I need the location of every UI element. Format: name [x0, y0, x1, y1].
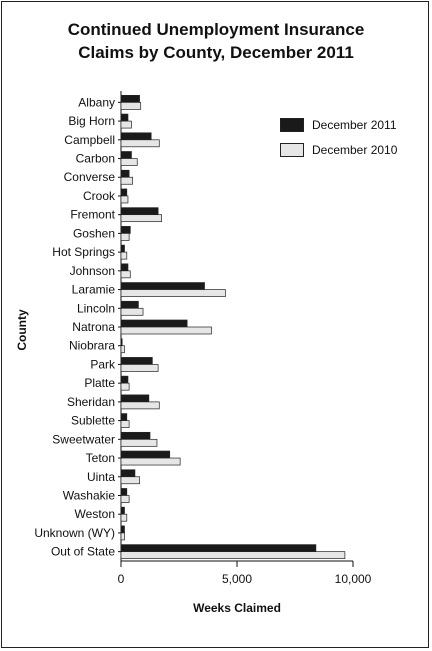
category-label-platte: Platte [84, 376, 115, 390]
bar-converse-december-2011 [120, 169, 130, 178]
bar-sublette-december-2011 [120, 413, 128, 421]
chart-title-line-2: Claims by County, December 2011 [78, 43, 354, 62]
legend-item-december-2011: December 2011 [280, 117, 397, 133]
category-label-out-of-state: Out of State [51, 545, 115, 559]
bar-lincoln-december-2010 [120, 307, 144, 316]
bar-crook-december-2011 [120, 188, 128, 197]
bar-fremont-december-2010 [120, 214, 162, 223]
bar-platte-december-2011 [120, 375, 129, 384]
bar-weston-december-2011 [120, 506, 125, 515]
legend-swatch-december-2010 [280, 143, 304, 157]
bar-campbell-december-2010 [120, 139, 160, 148]
bar-hot-springs-december-2010 [120, 251, 128, 260]
category-label-unknown-wy: Unknown (WY) [34, 526, 115, 540]
bar-park-december-2011 [120, 357, 153, 365]
category-label-converse: Converse [64, 170, 116, 184]
bar-out-of-state-december-2010 [120, 551, 346, 559]
bar-sheridan-december-2011 [120, 394, 150, 403]
bar-natrona-december-2010 [120, 326, 212, 335]
bar-out-of-state-december-2011 [120, 544, 317, 552]
category-label-park: Park [90, 357, 116, 371]
bar-washakie-december-2011 [120, 488, 128, 496]
category-label-sublette: Sublette [71, 414, 115, 428]
bar-laramie-december-2010 [120, 289, 226, 297]
chart-title: Continued Unemployment Insurance Claims … [0, 18, 432, 64]
category-label-goshen: Goshen [73, 226, 115, 240]
bar-weston-december-2010 [120, 513, 128, 522]
bar-niobrara-december-2010 [120, 345, 125, 354]
bar-sweetwater-december-2011 [120, 431, 151, 440]
bar-albany-december-2011 [120, 95, 140, 103]
bar-johnson-december-2010 [120, 270, 131, 279]
category-label-sheridan: Sheridan [67, 395, 115, 409]
bar-teton-december-2011 [120, 450, 171, 459]
legend: December 2011 December 2010 [280, 117, 397, 167]
category-label-niobrara: Niobrara [69, 339, 115, 353]
bar-big-horn-december-2011 [120, 113, 129, 122]
category-label-sweetwater: Sweetwater [52, 432, 115, 446]
bar-washakie-december-2010 [120, 495, 130, 503]
bar-sheridan-december-2010 [120, 401, 160, 410]
category-label-uinta: Uinta [87, 470, 115, 484]
bar-carbon-december-2010 [120, 158, 138, 166]
category-label-fremont: Fremont [70, 208, 115, 222]
bar-campbell-december-2011 [120, 132, 152, 141]
bar-crook-december-2010 [120, 195, 129, 204]
bar-platte-december-2010 [120, 382, 130, 391]
category-label-johnson: Johnson [70, 264, 115, 278]
bar-sublette-december-2010 [120, 420, 130, 428]
bar-goshen-december-2010 [120, 233, 130, 241]
category-label-albany: Albany [78, 95, 115, 109]
legend-label-december-2011: December 2011 [312, 118, 397, 132]
category-label-teton: Teton [86, 451, 115, 465]
bar-unknown-wy-december-2010 [120, 532, 125, 541]
legend-label-december-2010: December 2010 [312, 143, 398, 157]
category-label-natrona: Natrona [72, 320, 115, 334]
chart-title-line-1: Continued Unemployment Insurance [67, 20, 365, 39]
bar-carbon-december-2011 [120, 151, 132, 159]
category-label-weston: Weston [75, 507, 115, 521]
legend-swatch-december-2011 [280, 118, 304, 132]
bar-sweetwater-december-2010 [120, 438, 158, 447]
bar-niobrara-december-2011 [120, 338, 123, 347]
bar-johnson-december-2011 [120, 263, 129, 272]
category-label-laramie: Laramie [72, 283, 116, 297]
category-label-crook: Crook [83, 189, 116, 203]
bar-park-december-2010 [120, 364, 159, 372]
bar-lincoln-december-2011 [120, 300, 139, 309]
bar-goshen-december-2011 [120, 226, 131, 234]
bar-laramie-december-2011 [120, 282, 205, 290]
bar-fremont-december-2011 [120, 207, 159, 216]
x-axis-label: Weeks Claimed [193, 601, 281, 615]
bar-albany-december-2010 [120, 102, 142, 110]
legend-item-december-2010: December 2010 [280, 142, 397, 158]
category-label-big-horn: Big Horn [68, 114, 115, 128]
category-label-campbell: Campbell [64, 133, 115, 147]
x-tick-label-2: 10,000 [335, 572, 372, 586]
bar-natrona-december-2011 [120, 319, 188, 328]
x-tick-label-0: 0 [118, 572, 125, 586]
bar-teton-december-2010 [120, 457, 181, 466]
bar-big-horn-december-2010 [120, 120, 132, 129]
category-label-washakie: Washakie [63, 488, 116, 502]
x-tick-label-1: 5,000 [222, 572, 252, 586]
bar-converse-december-2010 [120, 176, 133, 185]
category-label-lincoln: Lincoln [77, 301, 115, 315]
category-label-hot-springs: Hot Springs [52, 245, 115, 259]
bar-uinta-december-2010 [120, 476, 140, 485]
bar-uinta-december-2011 [120, 469, 136, 478]
bar-unknown-wy-december-2011 [120, 525, 125, 534]
bar-hot-springs-december-2011 [120, 244, 125, 253]
category-label-carbon: Carbon [76, 152, 115, 166]
